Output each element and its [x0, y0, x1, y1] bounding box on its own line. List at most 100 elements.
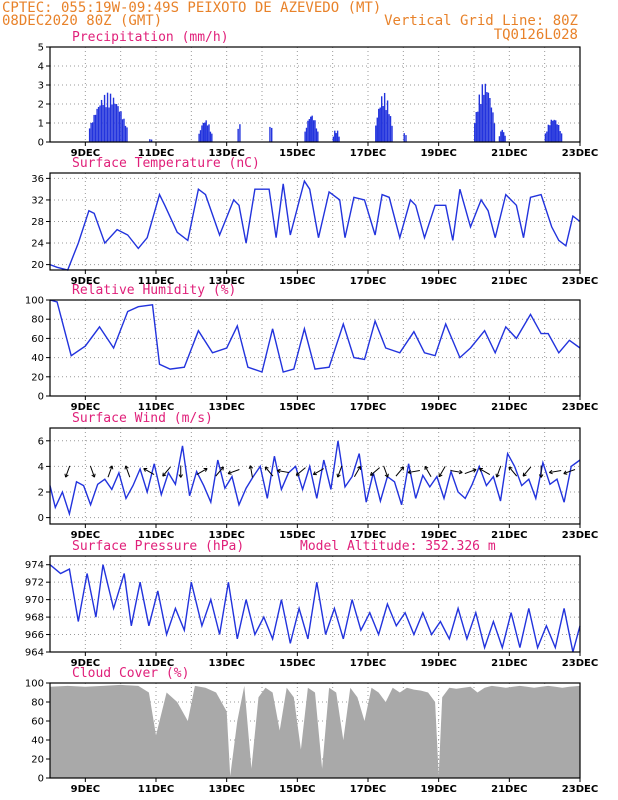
wind-arrow: [276, 468, 290, 474]
x-tick-label: 9DEC: [71, 402, 100, 413]
wind-arrow-shaft: [395, 466, 405, 477]
wind-arrow-head: [478, 468, 482, 472]
wind-arrow-head: [93, 473, 96, 478]
y-tick-label: 0: [38, 392, 44, 403]
wind-arrow: [64, 465, 71, 478]
precip-bar: [102, 105, 104, 142]
precip-bar: [502, 132, 505, 142]
panel-2: Surface Temperature (nC) 20 24 28 32 36 9DEC 11…: [31, 156, 598, 287]
y-tick-label: 20: [31, 755, 44, 766]
precip-bar: [336, 130, 339, 142]
x-tick-label: 15DEC: [279, 530, 315, 541]
x-tick-label: 15DEC: [279, 148, 315, 159]
x-tick-label: 17DEC: [350, 530, 386, 541]
panel-title: Surface Wind (m/s): [72, 411, 213, 426]
header-model-code: TQ0126L028: [494, 27, 578, 43]
panel-frame: [49, 46, 581, 143]
precip-bar: [405, 135, 407, 142]
precip-bar: [202, 122, 205, 142]
wind-arrow-head: [125, 465, 129, 469]
precip-bar: [315, 128, 318, 142]
wind-arrow-head: [312, 471, 316, 475]
x-tick-label: 23DEC: [562, 530, 598, 541]
wind-arrow: [227, 468, 240, 475]
x-tick-label: 11DEC: [138, 658, 174, 669]
y-tick-label: 970: [25, 595, 44, 606]
precip-bar: [305, 127, 308, 142]
panel-title: Surface Pressure (hPa): [72, 539, 244, 554]
wind-arrow-head: [402, 466, 405, 471]
precip-bar: [307, 120, 309, 142]
precip-bar: [382, 106, 384, 142]
precip-bar: [375, 125, 377, 142]
wind-arrow-shaft: [65, 465, 71, 478]
precip-bar: [117, 106, 119, 142]
precip-bar: [492, 112, 494, 142]
cloud-cover-area: [50, 684, 580, 778]
wind-arrow-head: [337, 474, 341, 478]
wind-arrow-head: [549, 469, 553, 473]
x-tick-label: 13DEC: [208, 530, 244, 541]
header-location: CPTEC: 055:19W-09:49S PEIXOTO DE AZEVEDO…: [2, 0, 381, 16]
panel-title: Precipitation (mm/h): [72, 30, 229, 45]
wind-arrow-shaft: [353, 466, 361, 477]
x-tick-label: 19DEC: [420, 402, 456, 413]
wind-arrow-shaft: [264, 466, 274, 477]
x-tick-label: 19DEC: [420, 276, 456, 287]
wind-arrow-shaft: [162, 466, 171, 477]
wind-arrow-head: [407, 469, 411, 473]
wind-arrow-shaft: [295, 467, 306, 476]
wind-arrow-shaft: [549, 469, 562, 474]
panel-3: Relative Humidity (%) 0 20 40 60 80 100 9DEC 11D…: [25, 283, 598, 413]
precip-bar: [97, 106, 100, 142]
wind-arrow: [508, 466, 518, 477]
wind-arrow: [478, 467, 491, 475]
wind-arrow: [312, 468, 324, 476]
precip-bar: [150, 139, 153, 142]
y-tick-label: 60: [31, 717, 44, 728]
wind-arrow: [215, 466, 224, 477]
wind-arrow-shaft: [249, 465, 253, 478]
precip-bar: [547, 124, 550, 142]
precip-bar: [477, 111, 479, 142]
precip-bar: [205, 120, 207, 142]
precip-bar: [484, 83, 487, 142]
x-tick-label: 13DEC: [208, 784, 244, 795]
precip-bar: [211, 133, 213, 142]
wind-arrow-shaft: [407, 469, 420, 474]
precip-bar: [335, 133, 337, 142]
precip-bar: [112, 97, 115, 142]
precip-bar: [490, 107, 493, 142]
precip-bar: [489, 98, 491, 142]
precip-bar: [96, 108, 98, 142]
wind-arrow-shaft: [196, 468, 208, 475]
wind-arrow-shaft: [464, 468, 477, 475]
precip-bar: [391, 125, 393, 142]
x-tick-label: 21DEC: [491, 402, 527, 413]
wind-arrow-shaft: [215, 466, 224, 477]
precip-bar: [317, 131, 319, 142]
y-tick-label: 2: [38, 100, 44, 111]
x-tick-label: 19DEC: [420, 530, 456, 541]
x-tick-label: 17DEC: [350, 148, 386, 159]
wind-arrow: [383, 465, 389, 478]
precip-bar: [126, 127, 128, 142]
x-tick-label: 9DEC: [71, 148, 100, 159]
wind-arrow-shaft: [522, 466, 532, 477]
precip-bar: [149, 139, 151, 142]
x-tick-label: 23DEC: [562, 658, 598, 669]
precip-bar: [88, 128, 91, 142]
series-line: [49, 440, 581, 517]
x-tick-label: 21DEC: [491, 530, 527, 541]
x-tick-label: 11DEC: [138, 148, 174, 159]
y-tick-label: 80: [31, 698, 44, 709]
y-tick-label: 60: [31, 334, 44, 345]
wind-arrow: [450, 469, 463, 475]
wind-arrow-shaft: [277, 469, 290, 474]
x-tick-label: 9DEC: [71, 784, 100, 795]
precip-bar: [332, 136, 335, 142]
precip-bar: [209, 131, 212, 142]
wind-arrow-head: [178, 474, 182, 478]
panel-5: Surface Pressure (hPa) Model Altitude: 35…: [25, 539, 598, 669]
wind-arrow: [162, 466, 171, 477]
